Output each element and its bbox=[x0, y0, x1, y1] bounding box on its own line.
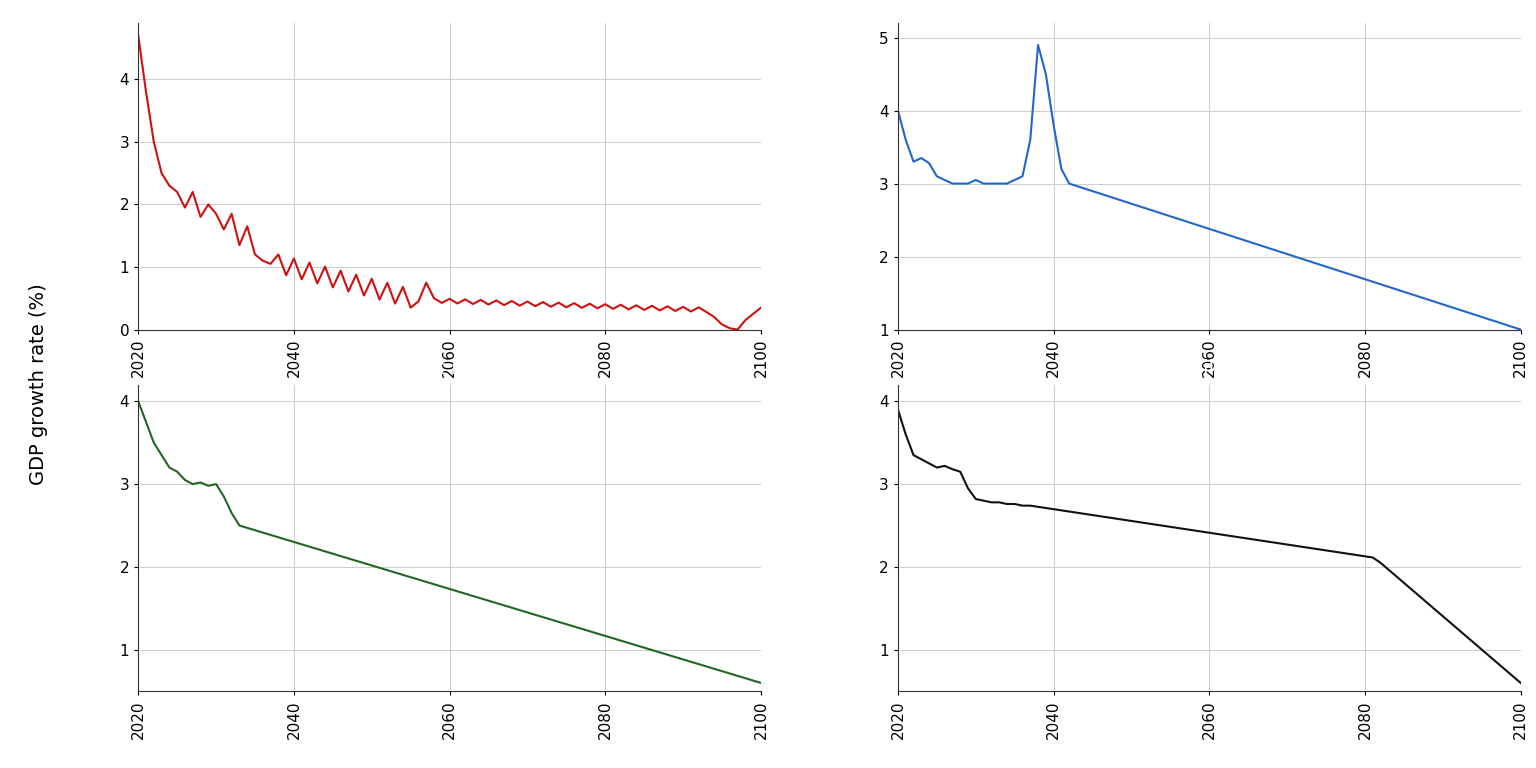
Text: GDP growth rate (%): GDP growth rate (%) bbox=[29, 283, 48, 485]
